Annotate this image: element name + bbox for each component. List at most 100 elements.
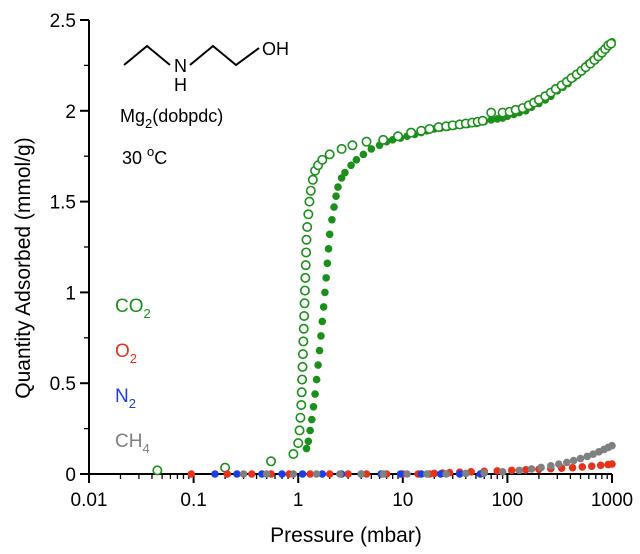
data-point (480, 469, 488, 477)
data-point (309, 403, 318, 411)
data-point (430, 469, 439, 478)
temperature-degree: o (147, 144, 154, 159)
data-point (289, 470, 298, 478)
data-point (288, 449, 299, 460)
y-tick-label: 0.5 (50, 374, 76, 395)
data-point (569, 456, 578, 465)
x-tick-label: 0.1 (180, 490, 206, 511)
data-point (424, 123, 435, 134)
data-point (278, 470, 286, 478)
data-point (352, 156, 361, 164)
data-point (262, 470, 271, 478)
data-point (312, 375, 321, 384)
data-point (311, 390, 319, 398)
data-point (300, 272, 311, 283)
data-point (361, 136, 372, 147)
data-point (314, 361, 322, 369)
data-point (304, 196, 315, 207)
data-point (318, 317, 327, 326)
data-point (304, 437, 313, 446)
data-point (547, 462, 555, 470)
data-point (323, 259, 332, 268)
legend-o2-main: O (115, 341, 130, 362)
data-point (406, 127, 417, 138)
data-point (587, 462, 596, 470)
data-point (296, 387, 307, 398)
data-point (318, 470, 327, 478)
data-point (299, 285, 310, 296)
data-point (325, 470, 334, 478)
data-point (423, 470, 431, 478)
series-co2-desorption (152, 38, 617, 476)
data-point (300, 260, 311, 271)
data-point (416, 125, 427, 136)
legend-n2-sub: 2 (129, 396, 136, 411)
data-point (223, 470, 232, 478)
data-point (507, 466, 516, 475)
data-point (301, 247, 312, 258)
y-axis-title: Quantity Adsorbed (mmol/g) (12, 137, 35, 398)
x-axis-title: Pressure (mbar) (270, 524, 422, 547)
data-point (321, 288, 329, 297)
molecule-hydroxyl: OH (262, 39, 289, 59)
data-point (442, 470, 451, 478)
data-point (307, 174, 318, 185)
x-tick-label: 100 (492, 490, 524, 511)
data-point (325, 230, 334, 239)
data-point (317, 154, 328, 165)
data-point (295, 412, 306, 423)
data-point (266, 456, 277, 467)
data-point (317, 332, 325, 340)
data-point (522, 466, 530, 474)
x-tick-label: 0.01 (71, 490, 108, 511)
data-point (324, 149, 335, 160)
data-point (247, 470, 256, 478)
data-point (455, 470, 464, 478)
data-point (487, 116, 495, 124)
material-label: Mg2(dobpdc) (120, 106, 223, 131)
data-point (393, 131, 404, 142)
data-point (305, 185, 316, 196)
legend-co2-main: CO (115, 296, 144, 317)
data-point (477, 115, 488, 126)
data-point (336, 470, 344, 478)
legend-n2: N2 (115, 386, 136, 411)
data-point (293, 438, 304, 449)
data-point (347, 140, 358, 151)
data-point (187, 470, 196, 478)
data-point (233, 470, 241, 478)
legend-co2: CO2 (115, 296, 151, 321)
legend: CO2 O2 N2 CH4 (115, 296, 151, 456)
data-point (606, 38, 617, 49)
legend-co2-sub: 2 (144, 306, 151, 321)
data-point (299, 298, 310, 309)
data-point (297, 349, 308, 360)
data-point (297, 374, 308, 385)
data-point (299, 311, 310, 322)
data-point (332, 192, 340, 200)
data-point (297, 361, 308, 372)
data-point (303, 209, 314, 220)
temperature-label: 30 oC (122, 144, 167, 168)
data-point (319, 303, 328, 311)
data-point (554, 460, 563, 468)
data-point (436, 470, 445, 478)
data-point (308, 415, 316, 424)
data-point (568, 463, 577, 472)
data-point (362, 470, 371, 478)
material-mg: Mg (120, 106, 145, 126)
data-point (294, 425, 305, 436)
data-point (344, 470, 352, 478)
data-point (537, 463, 545, 472)
x-tick-label: 1000 (591, 490, 633, 511)
data-point (328, 215, 336, 224)
molecule-hydrogen: H (174, 75, 187, 95)
y-tick-label: 1.5 (50, 193, 76, 214)
molecule-skeleton (123, 44, 171, 66)
data-point (367, 145, 376, 153)
data-point (334, 183, 342, 191)
x-tick-label: 1 (293, 490, 304, 511)
data-point (417, 470, 426, 478)
